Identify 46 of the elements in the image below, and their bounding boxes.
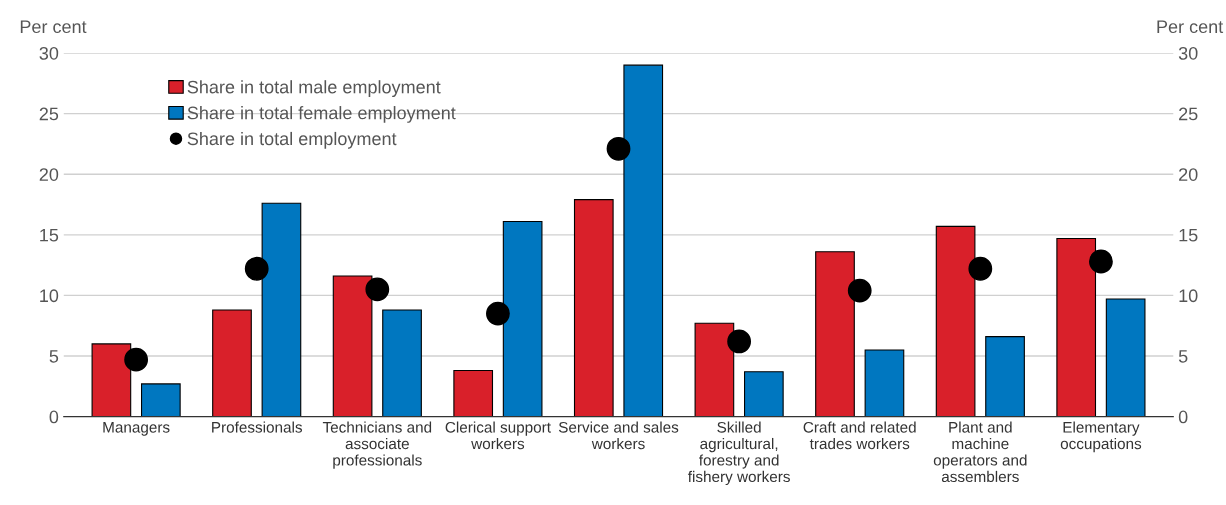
x-tick-label: Skilled agricultural, forestry and fishery workers [687,421,790,486]
point [847,278,872,303]
y2-tick-label: 30 [1178,46,1198,60]
y-tick-label: 20 [39,168,59,181]
y-tick-label: 25 [39,107,59,121]
y2-tick-label: 10 [1179,289,1198,303]
bar [573,199,614,417]
bar [212,309,252,417]
x-tick-label: Service and sales workers [558,421,679,450]
x-tick-label: Professionals [212,421,303,433]
x-tick-label: Clerical support workers [445,421,551,450]
bar [1105,298,1146,417]
y-tick-label: 10 [40,289,59,303]
x-tick-label: Elementary occupations [1060,421,1142,453]
legend-label: Share in total employment [187,131,397,149]
bar [140,383,181,417]
bar [985,336,1025,417]
point [486,301,510,326]
legend-label: Share in total male employment [187,80,441,98]
point [365,277,390,302]
bar [864,349,905,417]
x-tick-label: Technicians and associate professionals [322,421,432,469]
y-tick-label: 5 [49,350,59,363]
x-tick-label: Plant and machine operators and assemblers [933,421,1027,483]
y-tick-label: 15 [40,228,59,242]
y2-tick-label: 5 [1178,350,1188,363]
bar [743,371,784,417]
point [124,347,149,372]
y2-tick-label: 25 [1179,107,1198,121]
bar [382,309,422,417]
y2-tick-label: 0 [1178,410,1188,424]
point [727,329,752,354]
y2-axis-title: Per cent [1157,20,1224,34]
bar [453,370,494,417]
point [968,256,993,281]
y2-tick-label: 20 [1179,168,1198,181]
x-tick-label: Craft and related trades workers [803,421,916,450]
y-axis-title: Per cent [20,20,87,34]
legend-label: Share in total female employment [187,106,456,123]
point [1089,249,1113,274]
y-tick-label: 0 [49,410,59,424]
point [606,136,631,161]
x-tick-label: Managers [103,422,170,436]
point [244,256,269,281]
y2-tick-label: 15 [1179,228,1198,242]
y-tick-label: 30 [39,46,59,60]
